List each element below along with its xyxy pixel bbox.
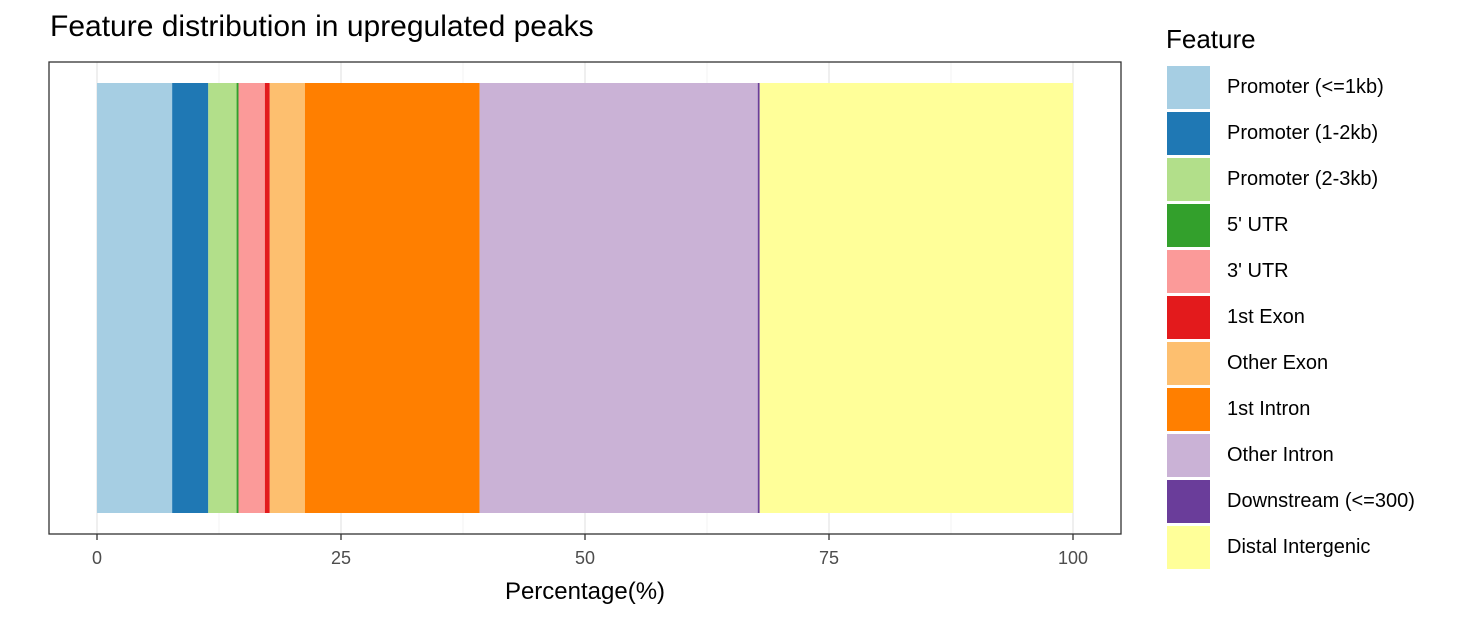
legend-key [1167, 66, 1210, 109]
legend-label: Promoter (<=1kb) [1227, 76, 1384, 98]
bar-segment-8 [479, 83, 758, 513]
legend-key [1167, 434, 1210, 477]
legend-item: Other Intron [1166, 432, 1334, 478]
legend-label: Other Intron [1227, 444, 1334, 466]
legend-key [1167, 388, 1210, 431]
legend-item: 1st Exon [1166, 294, 1305, 340]
legend-label: 5' UTR [1227, 214, 1289, 236]
x-tick-label: 100 [1058, 548, 1088, 568]
legend-label: Distal Intergenic [1227, 536, 1371, 558]
legend-key [1167, 158, 1210, 201]
legend-key [1167, 250, 1210, 293]
bar-segment-1 [172, 83, 209, 513]
legend-key [1167, 296, 1210, 339]
x-axis-title: Percentage(%) [505, 578, 665, 605]
legend-item: 1st Intron [1166, 386, 1310, 432]
legend-key [1167, 204, 1210, 247]
legend-item: Promoter (2-3kb) [1166, 156, 1378, 202]
x-tick-label: 0 [92, 548, 102, 568]
legend-key [1167, 480, 1210, 523]
legend-label: Promoter (1-2kb) [1227, 122, 1379, 144]
legend-label: 1st Exon [1227, 306, 1305, 328]
bar-segment-3 [236, 83, 239, 513]
legend-item: Downstream (<=300) [1166, 478, 1415, 524]
bar-segment-9 [757, 83, 760, 513]
bar-segment-2 [208, 83, 237, 513]
stacked-bar [97, 83, 1073, 513]
legend-items: Promoter (<=1kb) Promoter (1-2kb) Promoter… [1166, 64, 1415, 570]
bar-segment-5 [264, 83, 270, 513]
x-tick-label: 75 [819, 548, 839, 568]
legend-item: 5' UTR [1166, 202, 1289, 248]
chart-title: Feature distribution in upregulated peak… [50, 10, 594, 43]
legend-label: Other Exon [1227, 352, 1329, 374]
legend-key [1167, 526, 1210, 569]
x-tick-label: 25 [331, 548, 351, 568]
legend-key [1167, 342, 1210, 385]
legend-item: Promoter (1-2kb) [1166, 110, 1378, 156]
legend-label: 1st Intron [1227, 398, 1311, 420]
bar-segment-4 [238, 83, 265, 513]
x-axis-ticks: 0 25 50 75 100 [92, 534, 1088, 568]
bar-segment-7 [304, 83, 480, 513]
legend-label: Downstream (<=300) [1227, 490, 1415, 512]
bar-segment-10 [759, 83, 1073, 513]
legend-key [1167, 112, 1210, 155]
legend: Feature Promoter (<=1kb) Promoter (1-2kb)… [1166, 24, 1415, 570]
legend-item: Other Exon [1166, 340, 1328, 386]
legend-label: Promoter (2-3kb) [1227, 168, 1379, 190]
legend-label: 3' UTR [1227, 260, 1289, 282]
bar-segment-6 [269, 83, 305, 513]
bar-segment-0 [97, 83, 173, 513]
legend-item: 3' UTR [1166, 248, 1289, 294]
legend-item: Distal Intergenic [1166, 524, 1370, 570]
legend-title: Feature [1166, 24, 1256, 54]
legend-item: Promoter (<=1kb) [1166, 64, 1384, 110]
x-tick-label: 50 [575, 548, 595, 568]
